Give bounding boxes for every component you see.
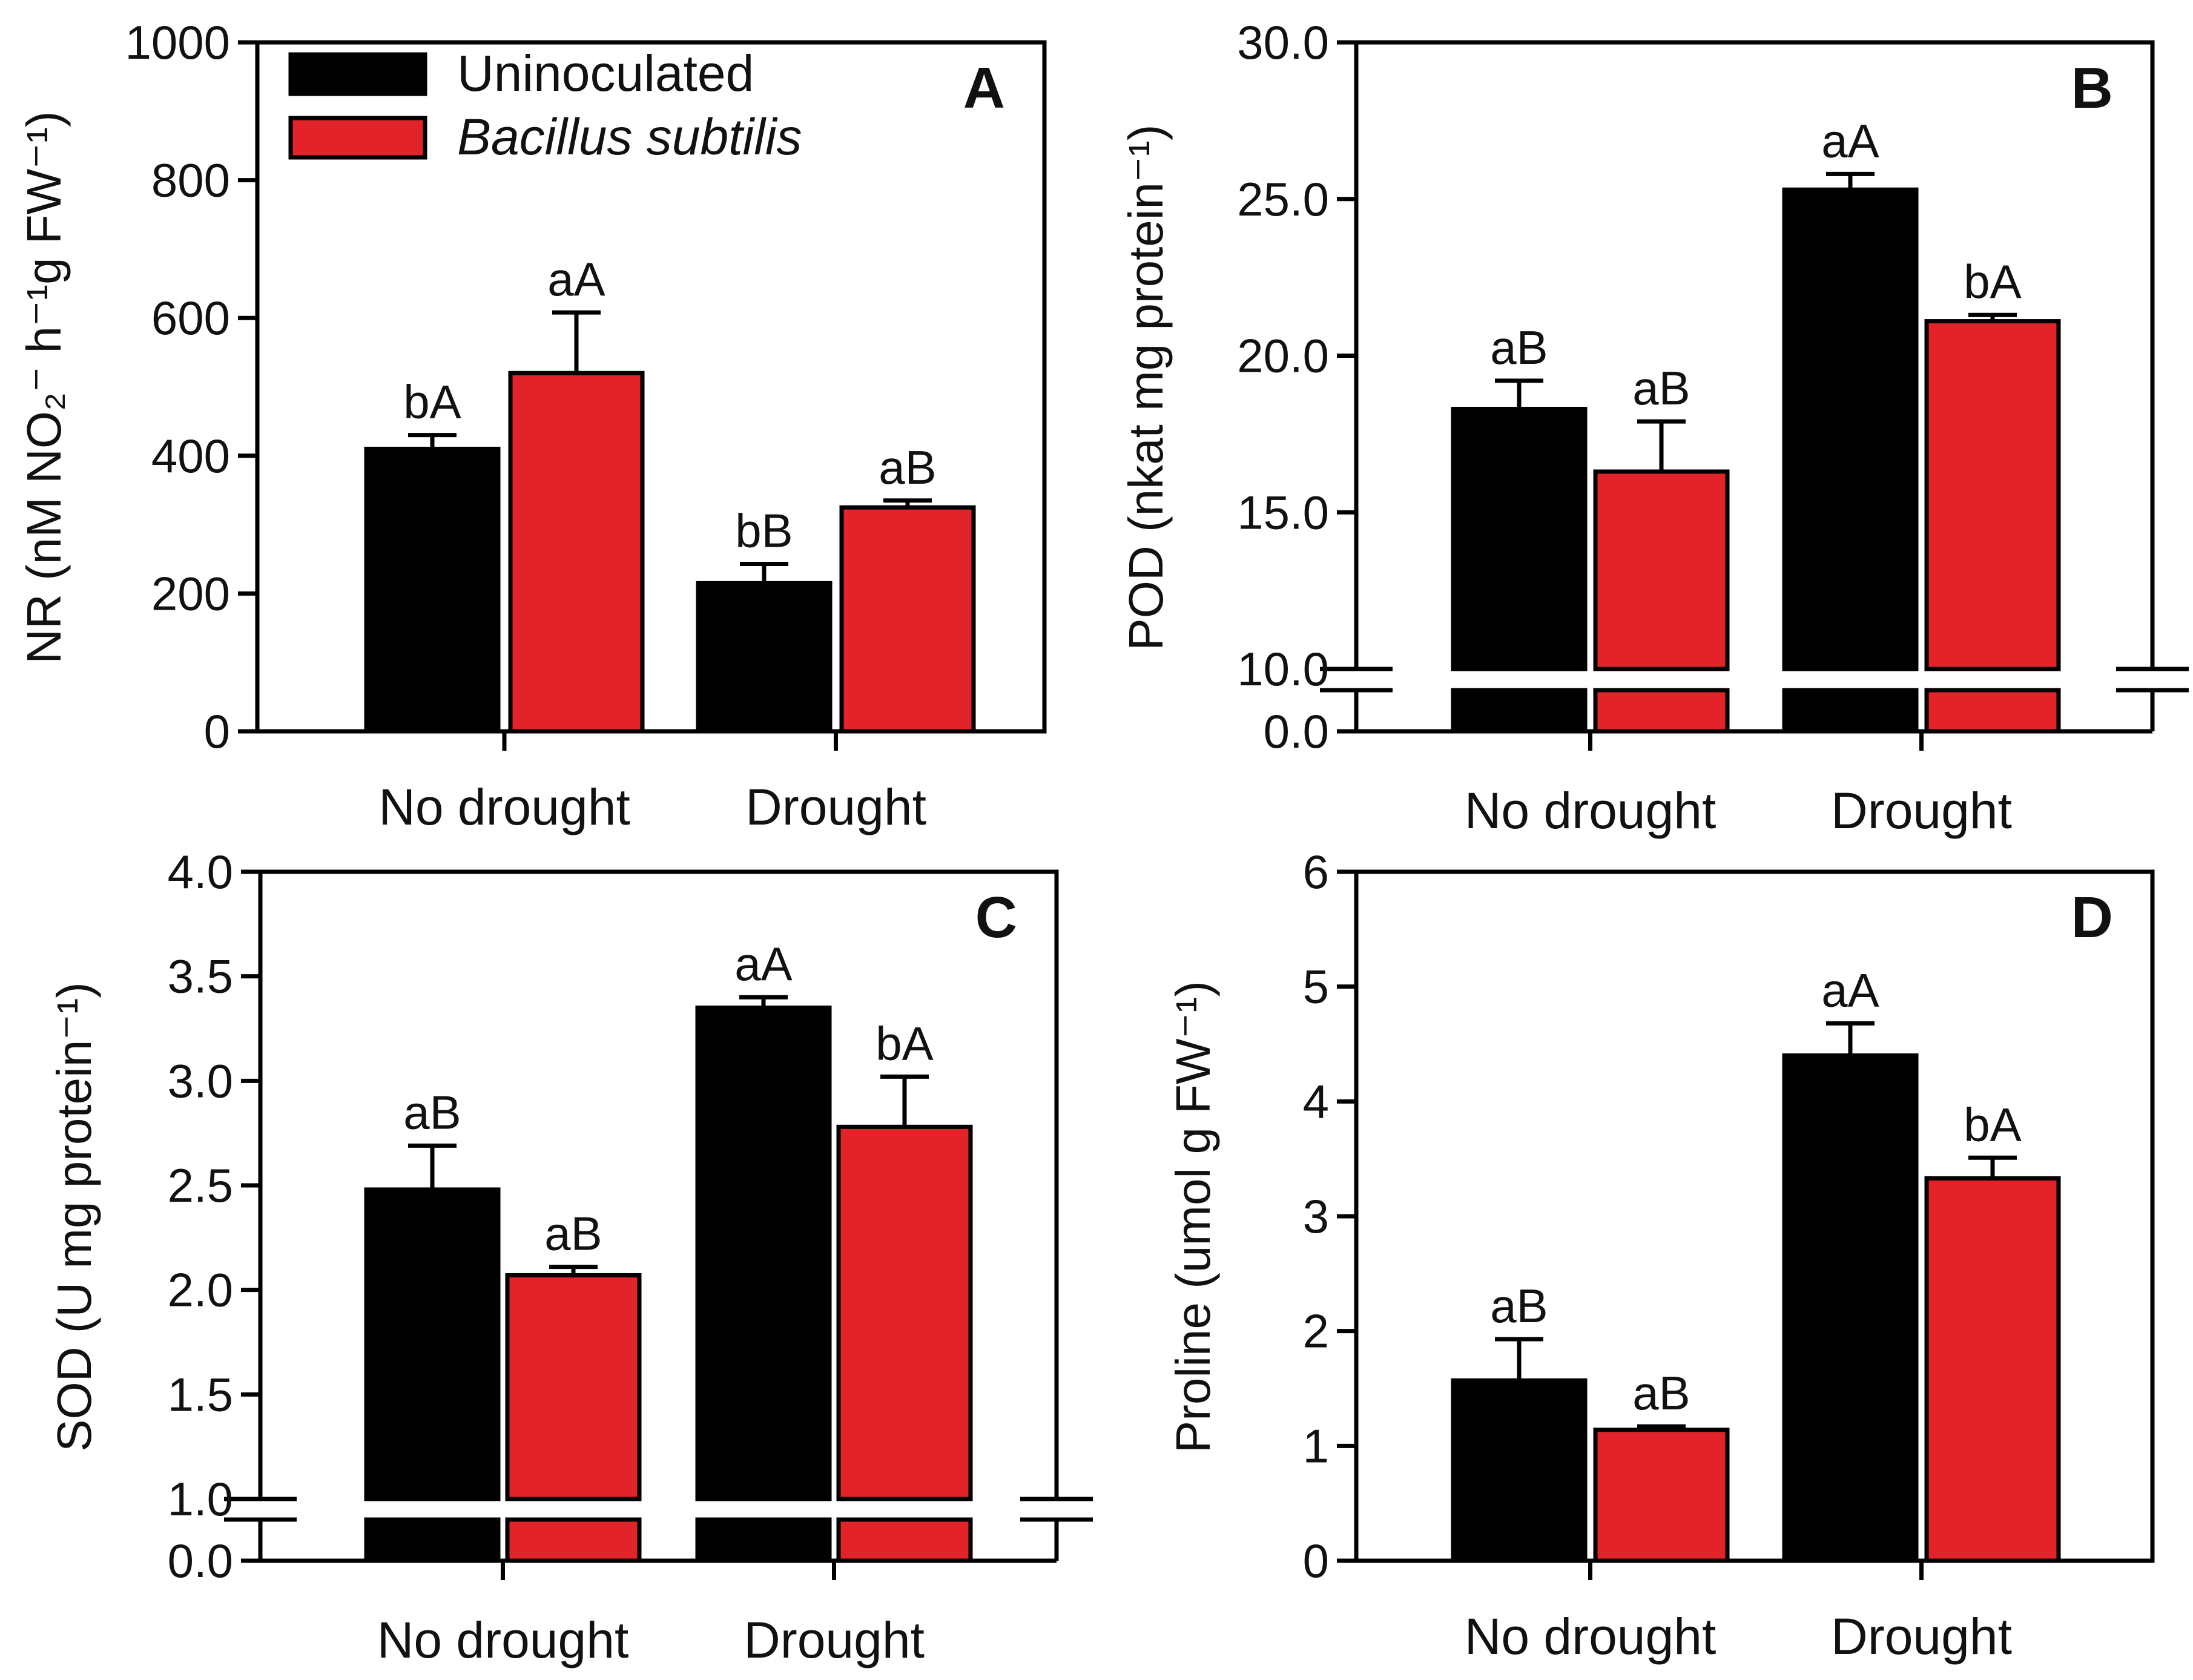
bar-a-0-1 xyxy=(508,371,645,734)
y-tick-label: 15.0 xyxy=(1237,486,1329,539)
bar-b-1-1 xyxy=(1924,319,2061,671)
x-category-label: No drought xyxy=(377,1612,629,1668)
y-tick-label: 5 xyxy=(1303,960,1329,1013)
bar-b-0-0 xyxy=(1451,406,1588,671)
legend-label: Uninoculated xyxy=(457,45,754,102)
y-tick-label: 0.0 xyxy=(168,1534,233,1587)
y-tick-label: 400 xyxy=(151,429,230,483)
panel-a: bA aA No drought bB aB Drought 0 200 400 600 800 10… xyxy=(17,16,1047,835)
y-tick-label: 2.5 xyxy=(168,1159,233,1212)
sig-label-b-0-1: aB xyxy=(1632,361,1690,415)
y-tick-label: 800 xyxy=(151,154,230,207)
plot-frame xyxy=(255,40,1047,734)
y-tick-label: 2.0 xyxy=(168,1263,233,1317)
legend-swatch xyxy=(288,52,427,96)
sig-label-a-1-0: bB xyxy=(735,504,793,557)
bar-a-1-0 xyxy=(696,581,833,734)
y-axis-label: Proline (umol g FW⁻¹) xyxy=(1166,981,1220,1453)
bar-d-0-0 xyxy=(1451,1378,1588,1563)
y-tick-label: 3.5 xyxy=(168,950,233,1003)
y-tick-label: 3.0 xyxy=(168,1054,233,1107)
sig-label-a-0-1: aA xyxy=(547,252,605,306)
sig-label-d-0-1: aB xyxy=(1632,1366,1690,1420)
y-tick-label: 0 xyxy=(1303,1534,1329,1587)
sig-label-d-1-0: aA xyxy=(1821,963,1879,1016)
sig-label-b-1-1: bA xyxy=(1964,255,2021,308)
y-tick-label: 25.0 xyxy=(1237,173,1329,226)
panel-d: aB aB No drought aA bA Drought 0 1 2 3 4 5 6 Proline … xyxy=(1166,845,2155,1665)
sig-label-d-1-1: bA xyxy=(1964,1098,2021,1151)
x-category-label: Drought xyxy=(1831,1608,2012,1665)
y-tick-label: 1000 xyxy=(125,16,230,69)
bar-lower-b-1-1 xyxy=(1924,688,2061,734)
sig-label-b-1-0: aA xyxy=(1821,114,1879,167)
bar-c-1-1 xyxy=(836,1124,973,1501)
x-category-label: Drought xyxy=(1831,782,2012,839)
sig-label-d-0-0: aB xyxy=(1490,1279,1548,1332)
legend-swatch xyxy=(288,116,427,160)
y-axis-label: POD (nkat mg protein⁻¹) xyxy=(1119,124,1173,650)
y-tick-label: 30.0 xyxy=(1237,16,1329,69)
sig-label-c-0-1: aB xyxy=(544,1207,602,1260)
y-tick-label: 20.0 xyxy=(1237,329,1329,383)
y-tick-label: 2 xyxy=(1303,1305,1329,1358)
y-axis-label: NR (nM NO₂⁻ h⁻¹g FW⁻¹) xyxy=(17,111,71,664)
sig-label-a-0-0: bA xyxy=(403,375,461,429)
y-tick-label: 1.0 xyxy=(168,1472,233,1526)
bar-d-1-1 xyxy=(1924,1176,2061,1563)
bar-a-1-1 xyxy=(839,505,976,734)
y-tick-label: 4.0 xyxy=(168,845,233,898)
bar-c-0-0 xyxy=(364,1187,501,1501)
y-tick-label: 1.5 xyxy=(168,1368,233,1421)
sig-label-b-0-0: aB xyxy=(1490,321,1548,374)
panel-letter: A xyxy=(963,56,1005,120)
panel-letter: C xyxy=(975,885,1017,950)
y-axis-label: SOD (U mg protein⁻¹) xyxy=(47,982,101,1452)
x-category-label: No drought xyxy=(1465,1608,1716,1665)
panel-b: aB aB No drought aA bA Drought 0.0 10.0 15.0 20.0… xyxy=(1119,16,2189,839)
bar-d-1-0 xyxy=(1782,1053,1919,1563)
bar-c-1-0 xyxy=(695,1005,832,1501)
legend-label: Bacillus subtilis xyxy=(457,108,802,165)
bar-lower-c-0-0 xyxy=(364,1517,501,1563)
y-tick-label: 0.0 xyxy=(1264,705,1329,758)
bar-a-0-0 xyxy=(364,446,501,734)
sig-label-c-0-0: aB xyxy=(403,1085,461,1139)
y-tick-label: 10.0 xyxy=(1237,642,1329,696)
panel-letter: B xyxy=(2071,56,2113,120)
panel-letter: D xyxy=(2071,885,2113,950)
sig-label-a-1-1: aB xyxy=(879,441,936,494)
legend: Uninoculated Bacillus subtilis xyxy=(288,45,802,165)
bar-c-0-1 xyxy=(505,1273,642,1501)
bar-lower-b-0-0 xyxy=(1451,688,1588,734)
bar-lower-b-0-1 xyxy=(1593,688,1730,734)
bar-lower-b-1-0 xyxy=(1782,688,1919,734)
x-category-label: Drought xyxy=(745,779,926,835)
sig-label-c-1-0: aA xyxy=(734,937,792,990)
y-tick-label: 1 xyxy=(1303,1419,1329,1472)
y-tick-label: 200 xyxy=(151,567,230,620)
bar-lower-c-0-1 xyxy=(505,1517,642,1563)
y-tick-label: 600 xyxy=(151,291,230,344)
bar-b-1-0 xyxy=(1782,187,1919,671)
y-tick-label: 3 xyxy=(1303,1190,1329,1243)
bar-d-0-1 xyxy=(1593,1428,1730,1563)
x-category-label: Drought xyxy=(744,1612,925,1668)
panel-c: aB aB No drought aA bA Drought 0.0 1.0 1.5 2.0 2.5… xyxy=(47,845,1093,1668)
x-category-label: No drought xyxy=(1465,782,1716,839)
y-tick-label: 6 xyxy=(1303,845,1329,898)
bar-lower-c-1-0 xyxy=(695,1517,832,1563)
y-tick-label: 0 xyxy=(204,705,230,758)
y-tick-label: 4 xyxy=(1303,1075,1329,1128)
sig-label-c-1-1: bA xyxy=(876,1016,933,1070)
bar-lower-c-1-1 xyxy=(836,1517,973,1563)
bar-b-0-1 xyxy=(1593,469,1730,671)
x-category-label: No drought xyxy=(378,779,630,835)
